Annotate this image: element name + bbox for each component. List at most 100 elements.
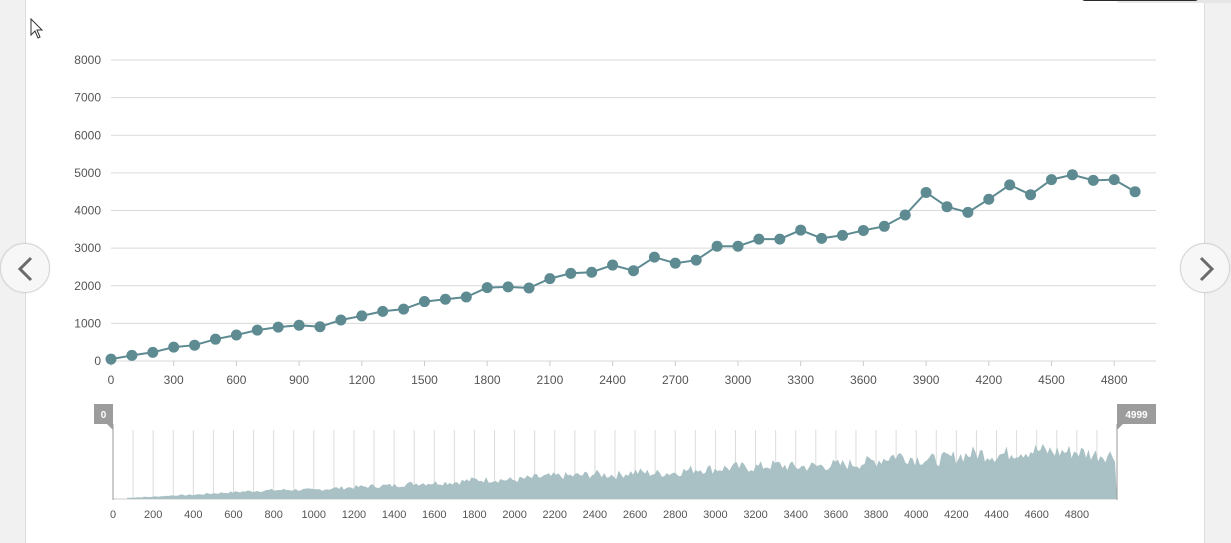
x-tick-label: 900 xyxy=(289,373,309,387)
navigator-x-tick-label: 4400 xyxy=(984,509,1008,521)
data-point[interactable] xyxy=(356,310,368,322)
x-tick-label: 4800 xyxy=(1101,373,1128,387)
data-point[interactable] xyxy=(586,266,598,278)
data-point[interactable] xyxy=(335,314,347,326)
data-point[interactable] xyxy=(565,267,577,279)
x-tick-label: 1200 xyxy=(348,373,375,387)
top-tab-light xyxy=(1116,0,1231,3)
y-tick-label: 2000 xyxy=(74,279,101,293)
data-point[interactable] xyxy=(857,224,869,236)
data-point[interactable] xyxy=(690,254,702,266)
data-point[interactable] xyxy=(251,324,263,336)
data-point[interactable] xyxy=(523,282,535,294)
data-point[interactable] xyxy=(878,220,890,232)
data-point[interactable] xyxy=(544,273,556,285)
chevron-left-icon xyxy=(17,256,33,282)
data-point[interactable] xyxy=(460,291,472,303)
data-point[interactable] xyxy=(899,209,911,221)
x-tick-label: 300 xyxy=(164,373,184,387)
y-tick-label: 0 xyxy=(94,354,101,368)
data-point[interactable] xyxy=(1046,174,1057,186)
y-tick-label: 8000 xyxy=(74,53,101,67)
y-gridlines xyxy=(111,59,1156,362)
x-tick-label: 1500 xyxy=(411,373,438,387)
top-tab-dark xyxy=(1081,0,1199,1)
navigator-x-tick-label: 3400 xyxy=(783,509,807,521)
data-point[interactable] xyxy=(398,303,410,315)
data-point[interactable] xyxy=(795,224,807,236)
navigator-x-tick-label: 3800 xyxy=(864,509,888,521)
data-point[interactable] xyxy=(1129,186,1141,198)
data-point[interactable] xyxy=(272,321,284,333)
data-point[interactable] xyxy=(1004,179,1016,191)
data-point[interactable] xyxy=(189,339,201,351)
x-tick-label: 2700 xyxy=(662,373,689,387)
y-tick-label: 6000 xyxy=(74,128,101,142)
series-points xyxy=(105,169,1141,365)
navigator-x-tick-label: 1800 xyxy=(462,509,486,521)
data-point[interactable] xyxy=(816,232,828,244)
data-point[interactable] xyxy=(774,233,786,245)
x-tick-label: 2400 xyxy=(599,373,626,387)
navigator-x-tick-label: 3000 xyxy=(703,509,727,521)
data-point[interactable] xyxy=(293,319,305,331)
previous-button[interactable] xyxy=(0,243,50,293)
data-point[interactable] xyxy=(837,229,848,241)
navigator-x-tick-label: 2200 xyxy=(543,509,567,521)
data-point[interactable] xyxy=(1066,169,1078,181)
data-point[interactable] xyxy=(1025,189,1037,201)
data-point[interactable] xyxy=(983,193,995,205)
navigator-x-tick-label: 2600 xyxy=(623,509,647,521)
navigator-x-tick-label: 3200 xyxy=(743,509,767,521)
x-tick-label: 4500 xyxy=(1038,373,1065,387)
data-point[interactable] xyxy=(941,201,953,213)
main-line-chart: 0 1000 2000 3000 4000 5000 6000 7000 8000 0 300 60… xyxy=(74,53,1156,387)
data-point[interactable] xyxy=(230,329,242,341)
navigator-x-tick-label: 0 xyxy=(110,509,116,521)
y-tick-label: 4000 xyxy=(74,204,101,218)
data-point[interactable] xyxy=(126,349,138,361)
data-point[interactable] xyxy=(105,353,117,365)
data-point[interactable] xyxy=(314,321,326,333)
data-point[interactable] xyxy=(962,206,974,218)
data-point[interactable] xyxy=(147,346,159,358)
data-point[interactable] xyxy=(648,251,660,263)
x-tick-label: 1800 xyxy=(474,373,501,387)
data-point[interactable] xyxy=(439,293,451,305)
data-point[interactable] xyxy=(669,257,681,269)
data-point[interactable] xyxy=(1087,174,1099,186)
y-axis-tick-labels: 0 1000 2000 3000 4000 5000 6000 7000 8000 xyxy=(74,53,101,368)
y-tick-label: 5000 xyxy=(74,166,101,180)
data-point[interactable] xyxy=(481,282,493,294)
data-point[interactable] xyxy=(732,240,744,252)
data-point[interactable] xyxy=(377,305,389,317)
range-end-label: 4999 xyxy=(1125,410,1148,421)
mouse-cursor-icon xyxy=(30,18,44,39)
data-point[interactable] xyxy=(607,259,619,271)
navigator-x-tick-label: 1400 xyxy=(382,509,406,521)
data-point[interactable] xyxy=(210,333,221,345)
data-point[interactable] xyxy=(502,281,514,293)
y-tick-label: 3000 xyxy=(74,241,101,255)
x-tick-label: 0 xyxy=(108,373,115,387)
x-tick-label: 3900 xyxy=(913,373,940,387)
navigator-area xyxy=(127,444,1117,499)
navigator-x-tick-label: 4000 xyxy=(904,509,928,521)
data-point[interactable] xyxy=(168,341,180,353)
data-point[interactable] xyxy=(628,265,639,277)
data-point[interactable] xyxy=(419,296,430,308)
data-point[interactable] xyxy=(711,240,723,252)
next-button[interactable] xyxy=(1180,243,1230,293)
x-axis-tick-labels: 0 300 600 900 1200 1500 1800 2100 2400 2700 3000 33… xyxy=(108,361,1128,387)
x-tick-label: 600 xyxy=(226,373,246,387)
range-end-handle[interactable]: 4999 xyxy=(1116,404,1156,500)
data-point[interactable] xyxy=(920,186,932,198)
x-tick-label: 3000 xyxy=(725,373,752,387)
data-point[interactable] xyxy=(1108,174,1120,186)
navigator-x-tick-label: 1000 xyxy=(302,509,326,521)
navigator-x-tick-label: 400 xyxy=(184,509,202,521)
navigator-x-tick-label: 4600 xyxy=(1024,509,1048,521)
data-point[interactable] xyxy=(753,233,765,245)
range-start-handle[interactable]: 0 xyxy=(94,404,114,500)
